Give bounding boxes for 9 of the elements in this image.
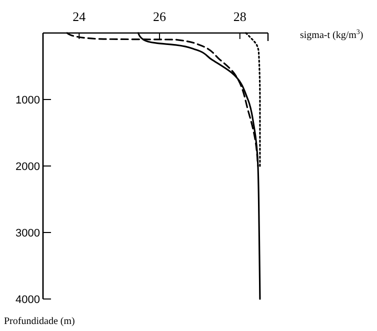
y-tick-label: 4000 [16, 294, 40, 306]
x-tick-label: 26 [153, 9, 167, 24]
y-tick-label: 1000 [16, 94, 40, 106]
x-tick-label: 28 [233, 9, 246, 24]
y-tick-label: 3000 [16, 228, 40, 240]
y-axis-title: Profundidade (m) [4, 316, 75, 327]
x-axis-title: sigma-t (kg/m$^{3}$) [300, 28, 364, 41]
y-tick-label: 2000 [16, 161, 40, 173]
x-tick-label: 24 [72, 9, 86, 24]
